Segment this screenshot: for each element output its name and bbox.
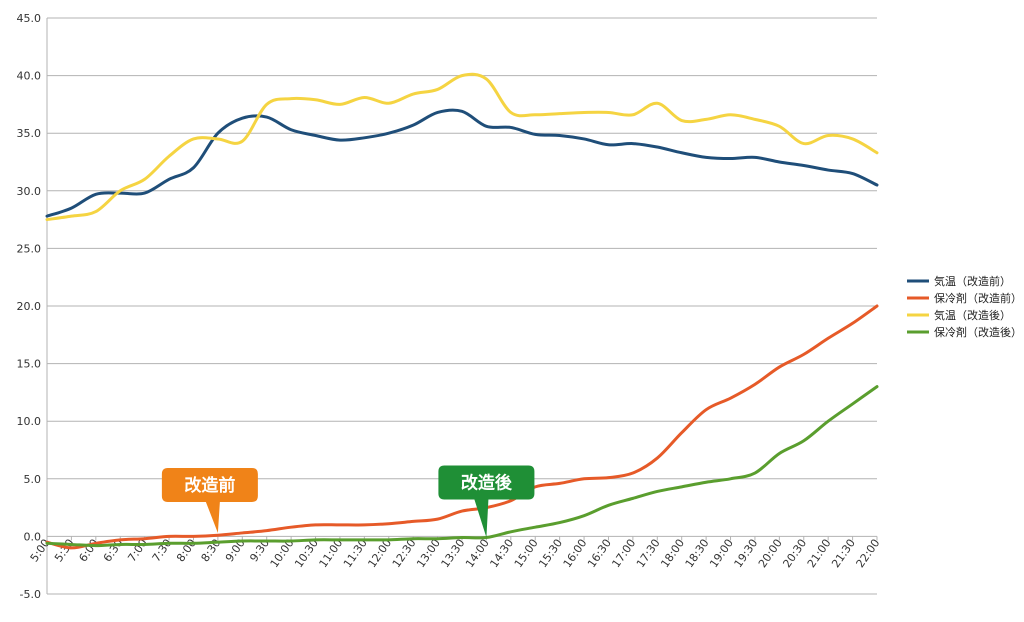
x-tick-label: 15:30 bbox=[536, 537, 565, 570]
y-tick-label: 25.0 bbox=[17, 242, 42, 255]
y-tick-label: 40.0 bbox=[17, 70, 42, 83]
x-tick-label: 21:30 bbox=[829, 537, 858, 570]
legend: 気温（改造前） 保冷剤（改造前） 気温（改造後） 保冷剤（改造後） bbox=[907, 274, 1022, 339]
x-tick-label: 11:30 bbox=[341, 537, 370, 570]
x-tick-label: 12:30 bbox=[390, 537, 419, 570]
annotations: 改造前 改造後 bbox=[161, 465, 535, 538]
x-tick-label: 20:00 bbox=[756, 537, 785, 570]
series-lines bbox=[45, 72, 879, 550]
x-tick-label: 14:30 bbox=[487, 537, 516, 570]
x-tick-label: 18:30 bbox=[683, 537, 712, 570]
x-tick-label: 22:00 bbox=[854, 537, 883, 570]
x-tick-label: 16:00 bbox=[561, 537, 590, 570]
series-line-1 bbox=[45, 108, 879, 218]
y-tick-label: -5.0 bbox=[20, 588, 41, 601]
gridlines bbox=[47, 17, 877, 595]
y-tick-label: 15.0 bbox=[17, 358, 42, 371]
x-tick-label: 21:00 bbox=[805, 537, 834, 570]
series-line-3 bbox=[45, 72, 879, 222]
x-tick-label: 12:00 bbox=[365, 537, 394, 570]
x-tick-label: 19:30 bbox=[732, 537, 761, 570]
x-tick-label: 6:00 bbox=[76, 537, 101, 565]
annotation-label: 改造後 bbox=[461, 473, 513, 494]
series-line-4 bbox=[45, 385, 879, 548]
x-tick-label: 13:00 bbox=[414, 537, 443, 570]
legend-label: 保冷剤（改造後） bbox=[934, 325, 1022, 339]
annotation-callout bbox=[438, 465, 535, 538]
annotation-label: 改造前 bbox=[184, 475, 235, 496]
x-tick-label: 13:30 bbox=[439, 537, 468, 570]
y-tick-label: 20.0 bbox=[17, 300, 42, 313]
x-tick-label: 19:00 bbox=[707, 537, 736, 570]
legend-label: 気温（改造後） bbox=[934, 308, 1011, 322]
x-tick-label: 15:00 bbox=[512, 537, 541, 570]
legend-label: 保冷剤（改造前） bbox=[934, 291, 1022, 305]
x-tick-label: 11:00 bbox=[317, 537, 346, 570]
x-tick-label: 8:00 bbox=[174, 537, 199, 565]
x-tick-label: 17:00 bbox=[610, 537, 639, 570]
y-tick-label: 5.0 bbox=[24, 473, 42, 486]
x-tick-label: 20:30 bbox=[780, 537, 809, 570]
x-tick-label: 7:30 bbox=[150, 537, 175, 565]
x-tick-label: 14:00 bbox=[463, 537, 492, 570]
x-tick-label: 16:30 bbox=[585, 537, 614, 570]
y-tick-label: 0.0 bbox=[24, 530, 42, 543]
y-tick-label: 35.0 bbox=[17, 127, 42, 140]
y-tick-label: 30.0 bbox=[17, 185, 42, 198]
y-tick-label: 10.0 bbox=[17, 415, 42, 428]
y-tick-label: 45.0 bbox=[17, 12, 42, 25]
x-tick-label: 17:30 bbox=[634, 537, 663, 570]
x-tick-label: 18:00 bbox=[658, 537, 687, 570]
x-tick-label: 5:30 bbox=[52, 537, 77, 565]
series-line-2 bbox=[45, 304, 879, 550]
annotation-callout bbox=[161, 467, 258, 533]
legend-label: 気温（改造前） bbox=[934, 274, 1011, 288]
